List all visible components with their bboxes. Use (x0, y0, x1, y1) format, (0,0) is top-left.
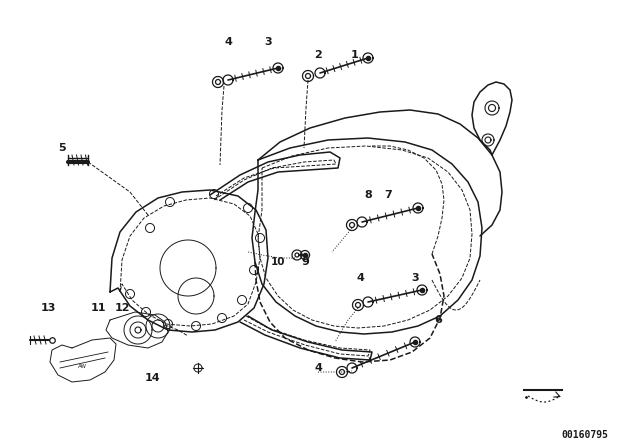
Text: 11: 11 (90, 303, 106, 313)
Text: 5: 5 (58, 143, 66, 153)
Text: 00160795: 00160795 (561, 430, 608, 440)
Text: 14: 14 (144, 373, 160, 383)
Text: 3: 3 (411, 273, 419, 283)
Text: AW: AW (77, 363, 86, 369)
Text: 4: 4 (314, 363, 322, 373)
Text: 1: 1 (351, 50, 359, 60)
Text: 4: 4 (356, 273, 364, 283)
Text: 3: 3 (264, 37, 272, 47)
Text: 6: 6 (434, 315, 442, 325)
Text: 13: 13 (40, 303, 56, 313)
Text: 10: 10 (271, 257, 285, 267)
Text: 7: 7 (384, 190, 392, 200)
Text: 9: 9 (301, 257, 309, 267)
Text: 2: 2 (314, 50, 322, 60)
Text: 4: 4 (224, 37, 232, 47)
Text: 8: 8 (364, 190, 372, 200)
Text: 12: 12 (115, 303, 130, 313)
